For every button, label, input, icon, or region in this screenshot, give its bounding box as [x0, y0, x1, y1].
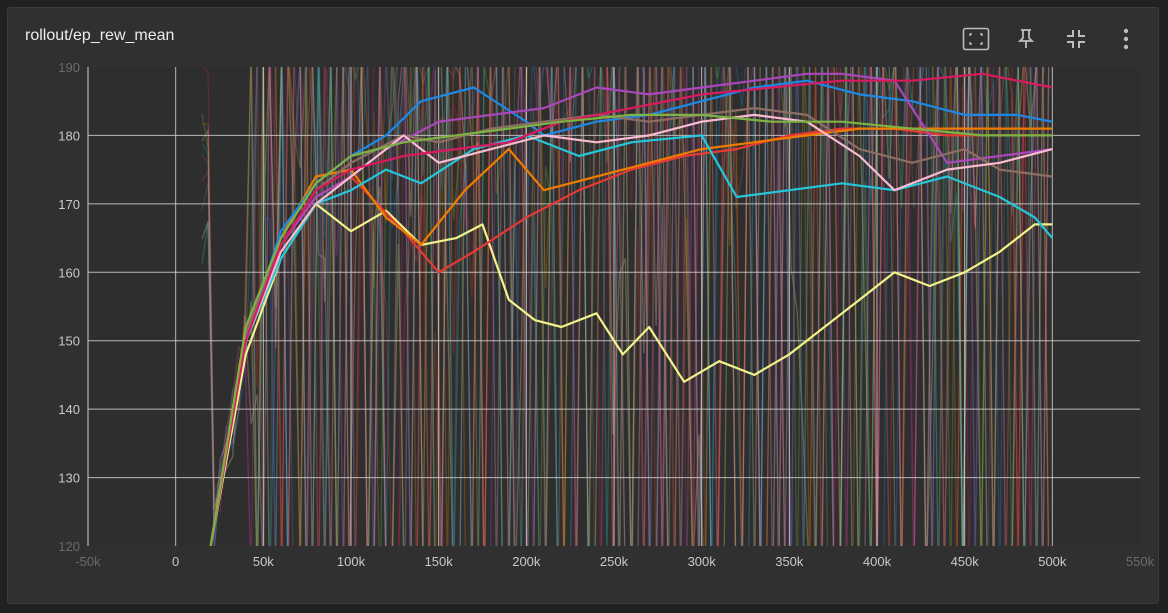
x-tick-label: 150k [425, 554, 454, 569]
pin-button[interactable] [1004, 24, 1048, 54]
x-tick-label: 500k [1038, 554, 1067, 569]
y-axis: 130 140 150 160 170 180 190 120 [58, 60, 80, 554]
x-tick-label: 0 [172, 554, 179, 569]
x-tick-label: 300k [688, 554, 717, 569]
x-tick-label: 100k [337, 554, 366, 569]
series-layer [209, 72, 1054, 546]
collapse-button[interactable] [1054, 24, 1098, 54]
fit-domain-icon [962, 27, 990, 51]
x-tick-label: 350k [775, 554, 804, 569]
x-tick-label: 250k [600, 554, 629, 569]
raw-series-line [202, 67, 1049, 546]
edge-tick-label: 120 [58, 539, 80, 554]
y-tick-label: 180 [58, 128, 80, 143]
x-tick-label: 400k [863, 554, 892, 569]
x-tick-label: 450k [951, 554, 980, 569]
y-tick-label: 140 [58, 402, 80, 417]
y-tick-label: 150 [58, 334, 80, 349]
raw-series-line [201, 67, 1046, 546]
y-tick-label: 160 [58, 265, 80, 280]
raw-series-line [201, 67, 1050, 546]
card-toolbar [954, 24, 1148, 54]
y-tick-label: 130 [58, 471, 80, 486]
chart-title: rollout/ep_rew_mean [25, 27, 175, 44]
pin-icon [1017, 29, 1035, 48]
collapse-icon [1067, 30, 1085, 48]
more-vert-icon [1123, 28, 1129, 50]
edge-tick-label: 190 [58, 60, 80, 75]
series-line[interactable] [209, 134, 1054, 546]
more-options-button[interactable] [1104, 24, 1148, 54]
edge-tick-label: 550k [1126, 554, 1155, 569]
y-tick-label: 170 [58, 197, 80, 212]
x-axis: 0 50k 100k 150k 200k 250k 300k 350k 400k 450k 500k… [75, 554, 1154, 569]
series-line[interactable] [209, 202, 1053, 546]
x-tick-label: 200k [512, 554, 541, 569]
series-line[interactable] [209, 113, 1053, 546]
edge-tick-label: -50k [75, 554, 101, 569]
series-line[interactable] [209, 113, 1053, 546]
series-line[interactable] [209, 72, 1053, 546]
fit-domain-button[interactable] [954, 24, 998, 54]
noise-layer [201, 67, 1050, 546]
x-tick-label: 50k [253, 554, 274, 569]
